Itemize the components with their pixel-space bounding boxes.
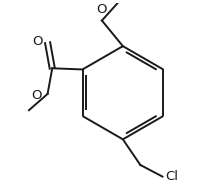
Text: O: O [31,89,42,102]
Text: O: O [32,35,43,48]
Text: O: O [97,4,107,16]
Text: Cl: Cl [165,170,178,183]
